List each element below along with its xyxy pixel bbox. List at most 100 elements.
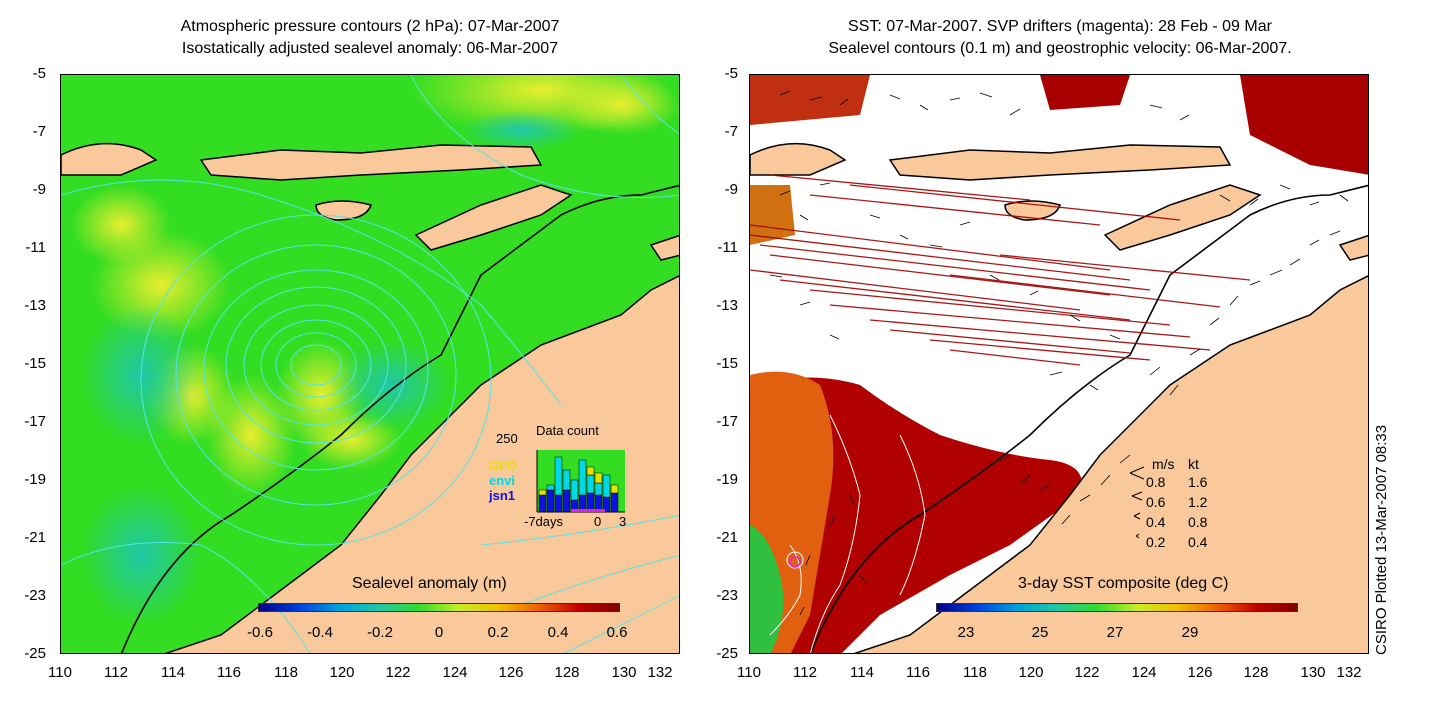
right-colorbar-tick: 27 (1106, 624, 1124, 641)
left-x-tick: 114 (161, 664, 185, 681)
inset-y-max: 250 (496, 431, 518, 446)
geostrophic-velocity-arrows (769, 90, 1349, 616)
left-y-tick: -13 (24, 297, 46, 314)
left-colorbar-tick: 0.2 (487, 624, 509, 641)
right-y-tick: -5 (724, 65, 738, 82)
svp-drifter-track (789, 556, 801, 568)
left-x-tick: 126 (498, 664, 524, 681)
velocity-legend-kt: 0.8 (1188, 514, 1208, 530)
left-x-tick: 128 (554, 664, 580, 681)
sla-blob (206, 375, 296, 495)
island-timor (414, 184, 573, 251)
sealevel-colorbar (258, 603, 620, 612)
right-x-tick: 114 (850, 664, 874, 681)
right-y-tick: -25 (716, 645, 738, 662)
island-java-sumbawa (750, 142, 847, 176)
left-colorbar-tick: -0.4 (307, 624, 333, 641)
inset-x-right: 3 (619, 514, 627, 529)
left-y-tick: -23 (24, 587, 46, 604)
pressure-contours (61, 75, 679, 653)
island-timor (1103, 184, 1262, 251)
sla-blob (561, 75, 679, 135)
right-colorbar-tick: 29 (1181, 624, 1199, 641)
island-flores-chain (199, 144, 543, 181)
right-x-tick: 112 (793, 664, 817, 681)
left-y-tick: -19 (24, 471, 46, 488)
right-x-tick: 118 (963, 664, 987, 681)
left-y-tick: -21 (24, 529, 46, 546)
right-x-tick: 122 (1074, 664, 1100, 681)
velocity-legend-arrows (1129, 466, 1145, 539)
island-flores-chain (888, 144, 1232, 181)
inset-x-left: -7days (524, 514, 564, 529)
left-x-tick: 132 (647, 664, 673, 681)
left-colorbar-tick: 0 (434, 624, 444, 641)
island-tanimbar (649, 234, 679, 261)
right-y-tick: -7 (724, 123, 738, 140)
sealevel-anomaly-map[interactable] (60, 74, 680, 654)
sst-green-region (750, 525, 784, 653)
inset-legend-jsn1: jsn1 (489, 488, 516, 503)
right-x-tick: 110 (737, 664, 761, 681)
left-colorbar-tick: -0.2 (367, 624, 393, 641)
left-x-tick: 120 (329, 664, 355, 681)
right-y-tick: -17 (716, 413, 738, 430)
right-title-line2: Sealevel contours (0.1 m) and geostrophi… (828, 40, 1292, 57)
left-x-tick: 130 (611, 664, 637, 681)
sst-map[interactable] (749, 74, 1369, 654)
velocity-legend-header-kt: kt (1188, 456, 1199, 472)
left-y-tick: -25 (24, 645, 46, 662)
right-y-tick: -11 (717, 239, 738, 256)
velocity-legend-kt: 1.2 (1188, 494, 1208, 510)
right-colorbar-tick: 25 (1031, 624, 1049, 641)
left-y-tick: -17 (24, 413, 46, 430)
right-x-tick: 116 (906, 664, 930, 681)
left-colorbar-tick: 0.6 (606, 624, 628, 641)
left-colorbar-tick: 0.4 (547, 624, 569, 641)
left-y-tick: -7 (32, 123, 46, 140)
data-count-inset (536, 450, 625, 513)
australia-land (164, 275, 679, 653)
right-y-tick: -19 (716, 471, 738, 488)
left-y-tick: -15 (24, 355, 46, 372)
left-colorbar-tick: -0.6 (247, 624, 273, 641)
left-colorbar-title: Sealevel anomaly (m) (352, 575, 507, 592)
right-y-tick: -15 (716, 355, 738, 372)
left-y-tick: -11 (25, 239, 46, 256)
shelf-edge-line (809, 184, 1368, 653)
left-x-tick: 110 (48, 664, 72, 681)
sla-blob (71, 185, 171, 265)
left-x-tick: 118 (274, 664, 298, 681)
right-x-tick: 132 (1336, 664, 1362, 681)
right-title-line1: SST: 07-Mar-2007. SVP drifters (magenta)… (848, 18, 1272, 35)
left-x-tick: 124 (442, 664, 468, 681)
island-tanimbar (1338, 234, 1368, 261)
left-x-tick: 116 (217, 664, 241, 681)
inset-x-mid: 0 (594, 514, 602, 529)
island-java-sumbawa (61, 142, 158, 176)
sst-colorbar (936, 603, 1298, 612)
inset-legend-envi: envi (489, 473, 516, 488)
left-x-tick: 122 (385, 664, 411, 681)
velocity-legend-header-ms: m/s (1152, 456, 1175, 472)
left-title-line1: Atmospheric pressure contours (2 hPa): 0… (180, 18, 560, 35)
right-x-tick: 128 (1243, 664, 1269, 681)
right-colorbar-title: 3-day SST composite (deg C) (1018, 575, 1229, 592)
left-title-line2: Isostatically adjusted sealevel anomaly:… (181, 40, 559, 57)
sst-top-patch (1040, 75, 1130, 110)
right-y-tick: -21 (716, 529, 738, 546)
right-x-tick: 124 (1131, 664, 1157, 681)
velocity-legend-ms: 0.6 (1146, 494, 1166, 510)
plot-credit: CSIRO Plotted 13-Mar-2007 08:33 (1373, 424, 1390, 655)
right-colorbar-tick: 23 (957, 624, 975, 641)
right-x-tick: 130 (1300, 664, 1326, 681)
right-y-tick: -23 (716, 587, 738, 604)
sla-blob (81, 485, 201, 625)
inset-legend-gfo: GFO (489, 458, 518, 473)
sla-blob (461, 110, 581, 150)
right-x-tick: 120 (1018, 664, 1044, 681)
right-x-tick: 126 (1187, 664, 1213, 681)
velocity-legend-kt: 0.4 (1188, 534, 1208, 550)
sst-left-patch (750, 185, 795, 245)
left-y-tick: -5 (32, 65, 46, 82)
